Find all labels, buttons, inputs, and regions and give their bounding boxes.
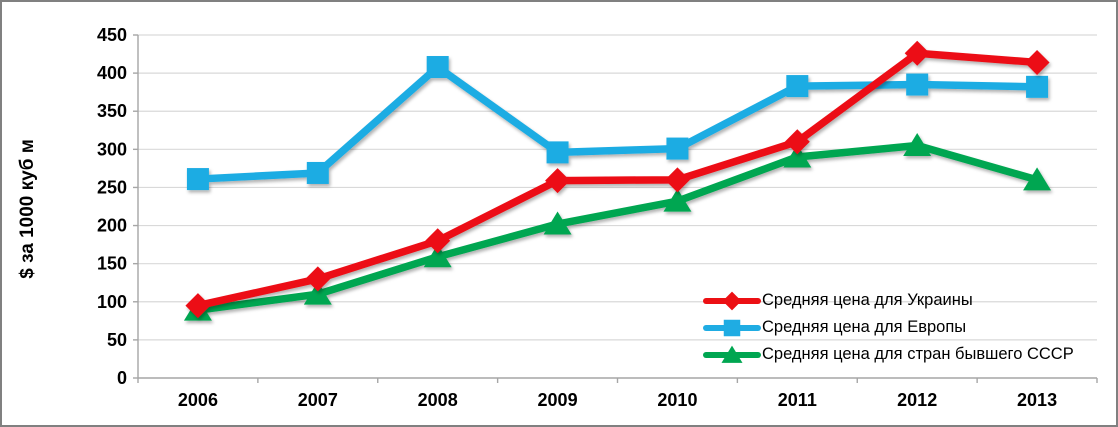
legend: Средняя цена для Украины Средняя цена дл… bbox=[703, 287, 1074, 368]
svg-text:150: 150 bbox=[97, 254, 127, 274]
axis-labels: 0 50 100 150 200 250 300 350 400 450 2006 2007 2008 2… bbox=[97, 25, 1057, 410]
legend-key-diamond-line-icon bbox=[703, 291, 761, 310]
svg-text:350: 350 bbox=[97, 101, 127, 121]
axes bbox=[133, 34, 1098, 383]
svg-text:200: 200 bbox=[97, 216, 127, 236]
svg-text:2006: 2006 bbox=[178, 390, 218, 410]
series-line-2 bbox=[183, 133, 1052, 321]
svg-text:2013: 2013 bbox=[1017, 390, 1057, 410]
svg-text:100: 100 bbox=[97, 292, 127, 312]
legend-label: Средняя цена для стран бывшего СССР bbox=[762, 345, 1074, 363]
series-line-0 bbox=[185, 40, 1050, 319]
svg-text:300: 300 bbox=[97, 139, 127, 159]
series-line-1 bbox=[186, 56, 1049, 191]
svg-text:2010: 2010 bbox=[657, 390, 697, 410]
legend-label: Средняя цена для Европы bbox=[762, 318, 967, 336]
svg-text:2009: 2009 bbox=[538, 390, 578, 410]
svg-text:2012: 2012 bbox=[897, 390, 937, 410]
legend-item-ukraine: Средняя цена для Украины bbox=[703, 287, 1074, 314]
legend-item-former-ussr: Средняя цена для стран бывшего СССР bbox=[703, 341, 1074, 368]
svg-text:400: 400 bbox=[97, 63, 127, 83]
svg-text:0: 0 bbox=[117, 368, 127, 388]
legend-key-triangle-line-icon bbox=[703, 345, 761, 363]
legend-label: Средняя цена для Украины bbox=[762, 291, 973, 309]
svg-text:2011: 2011 bbox=[778, 390, 817, 410]
svg-text:50: 50 bbox=[107, 330, 127, 350]
svg-text:450: 450 bbox=[97, 25, 127, 45]
y-axis-title: $ за 1000 куб м bbox=[17, 139, 38, 279]
svg-text:250: 250 bbox=[97, 177, 127, 197]
svg-text:2008: 2008 bbox=[418, 390, 458, 410]
svg-text:2007: 2007 bbox=[298, 390, 338, 410]
data-series bbox=[183, 40, 1052, 321]
legend-key-square-line-icon bbox=[703, 319, 761, 336]
legend-item-europe: Средняя цена для Европы bbox=[703, 314, 1074, 341]
